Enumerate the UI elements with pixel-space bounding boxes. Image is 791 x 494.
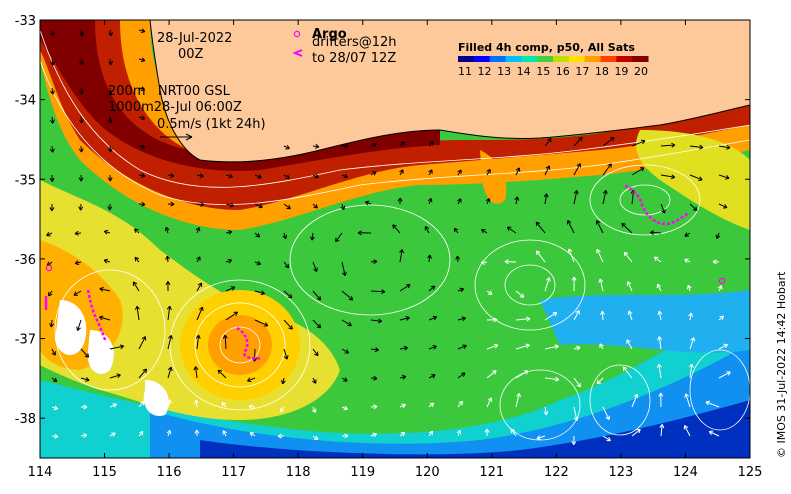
x-tick-label: 124 (673, 465, 698, 480)
y-tick-label: -35 (15, 173, 36, 188)
x-tick-label: 118 (286, 465, 311, 480)
x-tick-label: 122 (544, 465, 569, 480)
colorbar-swatch (569, 56, 585, 62)
colorbar-swatch (506, 56, 522, 62)
current-scale-label: 0.5m/s (1kt 24h) (157, 117, 266, 132)
drifters-to-label: to 28/07 12Z (312, 51, 396, 66)
y-tick-label: -36 (15, 253, 36, 268)
y-tick-label: -38 (15, 412, 36, 427)
y-tick-label: -34 (15, 94, 36, 109)
colorbar-tick-label: 15 (536, 65, 550, 78)
colorbar-swatch (632, 56, 648, 62)
x-tick-label: 125 (738, 465, 763, 480)
credit-text: © IMOS 31-Jul-2022 14:42 Hobart (775, 271, 788, 458)
x-tick-label: 114 (28, 465, 53, 480)
date-label: 28-Jul-2022 (157, 31, 232, 46)
x-tick-label: 119 (350, 465, 375, 480)
colorbar-swatch (601, 56, 617, 62)
current-info-line1: 200m NRT00 GSL (108, 84, 231, 99)
x-tick-label: 120 (415, 465, 440, 480)
colorbar-tick-label: 12 (478, 65, 492, 78)
colorbar-swatch (458, 56, 474, 62)
current-info-line2: 1000m28-Jul 06:00Z (108, 100, 242, 115)
colorbar-swatch (585, 56, 601, 62)
colorbar-tick-label: 11 (458, 65, 472, 78)
colorbar-tick-label: 20 (634, 65, 648, 78)
x-tick-label: 121 (479, 465, 504, 480)
colorbar-swatch (553, 56, 569, 62)
colorbar-swatch (474, 56, 490, 62)
time-label: 00Z (178, 47, 204, 62)
colorbar-title: Filled 4h comp, p50, All Sats (458, 41, 635, 54)
warm-eddy-core (208, 315, 272, 375)
x-tick-label: 123 (608, 465, 633, 480)
colorbar-swatch (490, 56, 506, 62)
colorbar-tick-label: 18 (595, 65, 609, 78)
colorbar-swatch (521, 56, 537, 62)
y-tick-label: -33 (15, 14, 36, 29)
x-tick-label: 116 (157, 465, 182, 480)
credit-container: © IMOS 31-Jul-2022 14:42 Hobart (773, 250, 789, 490)
x-tick-label: 115 (92, 465, 117, 480)
blue-patch-east (540, 290, 750, 353)
y-tick-label: -37 (15, 333, 36, 348)
colorbar-tick-label: 16 (556, 65, 570, 78)
colorbar-tick-label: 19 (614, 65, 628, 78)
colorbar-swatch (537, 56, 553, 62)
colorbar-swatch (616, 56, 632, 62)
colorbar-tick-label: 14 (517, 65, 531, 78)
x-tick-label: 117 (221, 465, 246, 480)
colorbar-tick-label: 13 (497, 65, 511, 78)
drifters-legend-label: drifters@12h (312, 35, 397, 50)
colorbar-tick-label: 17 (575, 65, 589, 78)
colorbar (458, 56, 649, 62)
